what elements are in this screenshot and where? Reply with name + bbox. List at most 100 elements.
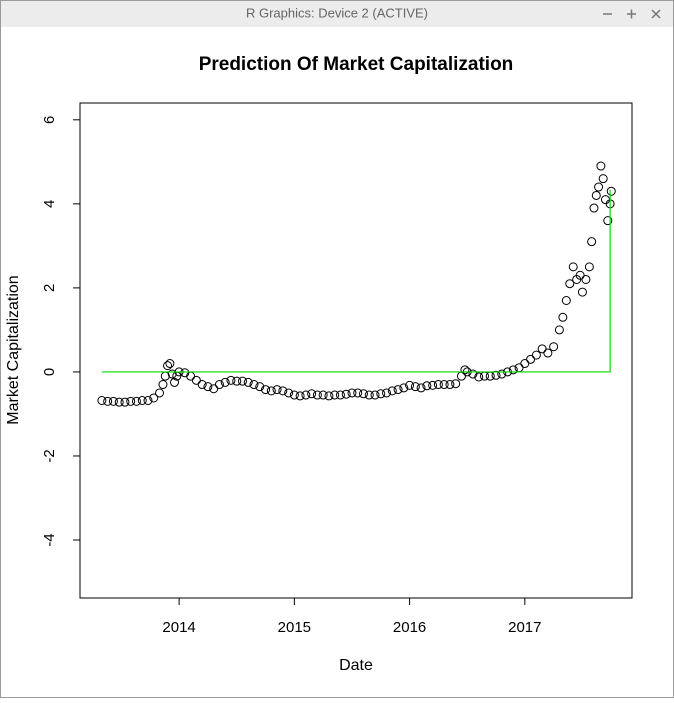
data-point [575,270,585,280]
data-point [584,262,594,272]
data-point [209,384,219,394]
y-axis-label: Market Capitalization [5,275,22,424]
data-point [163,361,173,371]
data-point [318,390,328,400]
data-point [330,390,340,400]
maximize-button[interactable] [627,9,636,19]
data-point [103,396,113,406]
data-point [497,369,507,379]
plot-box [79,102,633,599]
data-point [249,380,259,390]
x-tick-label: 2014 [162,619,195,636]
data-point [353,388,363,398]
data-point [237,376,247,386]
data-point [158,380,168,390]
data-point [126,396,136,406]
data-point [410,382,420,392]
data-point [295,391,305,401]
data-point [568,262,578,272]
data-point [554,325,564,335]
data-point [226,375,236,385]
data-point [214,380,224,390]
data-point [606,186,616,196]
close-button[interactable] [651,9,661,19]
data-point [445,380,455,390]
title-bar [1,1,673,27]
data-point [108,396,118,406]
data-point [558,312,568,322]
y-tick-label: 2 [41,284,58,292]
data-point [284,388,294,398]
data-point [520,359,530,369]
data-point [376,389,386,399]
data-point [243,377,253,387]
data-point [526,354,536,364]
data-point [581,274,591,284]
data-point [167,369,177,379]
data-point [399,383,409,393]
x-tick-label: 2017 [508,619,541,636]
data-point [289,390,299,400]
data-point [347,388,357,398]
data-point [335,390,345,400]
data-point [382,388,392,398]
data-point [120,397,130,407]
data-point [531,350,541,360]
data-point [266,386,276,396]
data-point [543,348,553,358]
data-point [577,287,587,297]
data-point [149,393,159,403]
data-point [565,279,575,289]
data-point [439,380,449,390]
data-point [191,375,201,385]
data-point [255,382,265,392]
y-tick-label: 0 [41,368,58,376]
data-point [131,396,141,406]
y-tick-label: 4 [41,200,58,208]
data-point [97,396,107,406]
prediction-line [101,189,611,373]
data-point [307,389,317,399]
data-point [598,174,608,184]
data-point [603,216,613,226]
data-point [261,385,271,395]
data-point [416,383,426,393]
y-tick-label: -2 [41,449,58,462]
data-point [596,161,606,171]
window-title: R Graphics: Device 2 (ACTIVE) [246,5,428,20]
data-point [278,386,288,396]
data-point [197,380,207,390]
data-point [594,182,604,192]
data-point [433,380,443,390]
data-point [364,390,374,400]
data-point [155,388,165,398]
data-point [405,380,415,390]
data-point [143,396,153,406]
data-point [312,390,322,400]
y-tick-label: -4 [41,533,58,546]
data-point [589,203,599,213]
data-point [549,342,559,352]
data-point [460,365,470,375]
data-point [370,390,380,400]
data-point [587,237,597,247]
data-point [301,390,311,400]
data-point [537,344,547,354]
data-point [220,377,230,387]
data-point [508,365,518,375]
data-point [165,359,175,369]
data-point [358,389,368,399]
data-point [451,379,461,389]
x-tick-label: 2015 [278,619,311,636]
x-tick-label: 2016 [393,619,426,636]
data-point [137,396,147,406]
data-point [203,382,213,392]
data-point [324,391,334,401]
data-point [114,397,124,407]
x-axis-label: Date [339,657,373,674]
data-point [591,190,601,200]
data-point [232,376,242,386]
